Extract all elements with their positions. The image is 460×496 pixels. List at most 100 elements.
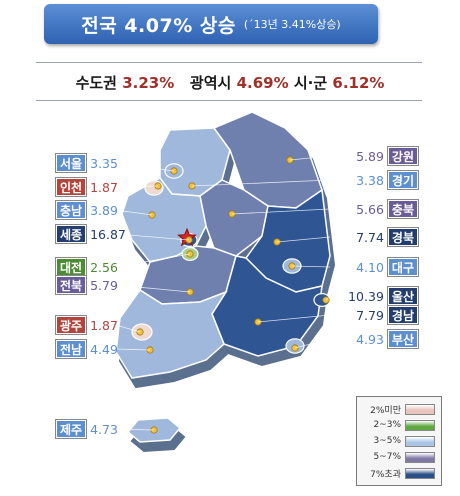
- metro-label: 수도권: [75, 74, 117, 92]
- region-name: 충북: [387, 200, 418, 218]
- legend-label: 5~7%: [373, 452, 401, 462]
- region-value: 4.49: [90, 341, 118, 357]
- legend-label: 2%미만: [370, 405, 401, 416]
- metro-value: 3.23%: [122, 74, 175, 92]
- region-label-서울: 서울 3.35: [56, 154, 122, 172]
- leader-line-강원: [289, 155, 331, 161]
- legend-swatch: [405, 451, 435, 463]
- region-value: 3.38: [356, 172, 384, 188]
- divider-bottom: [36, 100, 422, 101]
- region-value: 1.87: [90, 317, 118, 333]
- region-name: 대전: [56, 258, 87, 276]
- legend-item: 3~5%: [373, 434, 435, 448]
- region-label-경남: 7.79 경남: [352, 306, 418, 324]
- region-name: 전남: [56, 340, 87, 358]
- region-label-인천: 인천 1.87: [56, 178, 122, 196]
- legend-item: 2~3%: [373, 418, 435, 432]
- counties-value: 6.12%: [332, 74, 385, 92]
- leader-line-충북: [231, 208, 331, 215]
- region-label-전남: 전남 4.49: [56, 340, 122, 358]
- title-subtext: (´13년 3.41%상승): [243, 18, 341, 31]
- leader-line-세종: [115, 233, 190, 241]
- legend-item: 2%미만: [370, 402, 435, 416]
- region-label-강원: 5.89 강원: [352, 147, 418, 165]
- region-name: 제주: [56, 420, 87, 438]
- region-name: 경기: [387, 171, 418, 189]
- region-value: 5.89: [356, 148, 384, 164]
- region-name: 강원: [387, 147, 418, 165]
- leader-line-울산: [325, 295, 331, 301]
- legend-item: 5~7%: [373, 450, 435, 464]
- legend-label: 3~5%: [373, 436, 401, 446]
- region-value: 4.10: [356, 259, 384, 275]
- leader-line-전남: [115, 348, 151, 351]
- cities-label: 광역시: [189, 74, 232, 92]
- region-name: 경남: [387, 306, 418, 324]
- region-label-제주: 제주 4.73: [56, 420, 122, 438]
- leader-line-전북: [115, 284, 191, 293]
- region-name: 충남: [56, 201, 87, 219]
- leader-line-대구: [291, 265, 331, 268]
- region-name: 세종: [56, 225, 87, 243]
- legend: 2%미만 2~3% 3~5% 5~7% 7%초과: [356, 396, 442, 486]
- region-name: 서울: [56, 154, 87, 172]
- title-text: 전국 4.07% 상승: [81, 14, 236, 37]
- leader-line-제주: [115, 428, 155, 431]
- region-label-경북: 7.74 경북: [352, 228, 418, 246]
- leader-line-충남: [115, 209, 153, 216]
- region-name: 경북: [387, 228, 418, 246]
- region-value: 7.79: [356, 307, 384, 323]
- region-value: 4.73: [90, 421, 118, 437]
- region-label-전북: 전북 5.79: [56, 276, 122, 294]
- summary-line: 수도권 3.23% 광역시 4.69% 시·군 6.12%: [0, 72, 460, 93]
- region-label-경기: 3.38 경기: [352, 171, 418, 189]
- region-value: 2.56: [90, 259, 118, 275]
- region-value: 1.87: [90, 179, 118, 195]
- map-regions: [115, 111, 331, 443]
- region-value: 5.79: [90, 277, 118, 293]
- legend-swatch: [405, 403, 435, 415]
- region-value: 3.35: [90, 155, 118, 171]
- legend-swatch: [405, 435, 435, 447]
- region-value: 5.66: [356, 201, 384, 217]
- legend-label: 2~3%: [373, 420, 401, 430]
- region-label-세종: 세종 16.87: [56, 225, 130, 243]
- cities-value: 4.69%: [236, 74, 289, 92]
- leader-lines: [115, 155, 331, 431]
- leader-line-경남: [257, 314, 331, 323]
- region-value: 7.74: [356, 229, 384, 245]
- counties-label: 시·군: [293, 74, 328, 92]
- region-value: 4.93: [356, 331, 384, 347]
- region-label-부산: 4.93 부산: [352, 330, 418, 348]
- region-value: 10.39: [348, 288, 384, 304]
- divider-top: [36, 62, 422, 63]
- legend-label: 7%초과: [370, 469, 401, 480]
- leader-line-서울: [115, 162, 175, 172]
- title-banner: 전국 4.07% 상승 (´13년 3.41%상승): [44, 4, 378, 44]
- region-label-대구: 4.10 대구: [352, 258, 418, 276]
- region-name: 대구: [387, 258, 418, 276]
- region-label-광주: 광주 1.87: [56, 316, 122, 334]
- region-전남: [115, 288, 228, 379]
- leader-line-인천: [115, 185, 159, 188]
- leader-line-광주: [115, 324, 141, 333]
- region-name: 울산: [387, 287, 418, 305]
- legend-swatch: [405, 467, 435, 479]
- region-name: 광주: [56, 316, 87, 334]
- legend-swatch: [405, 419, 435, 431]
- leader-line-경북: [276, 236, 331, 243]
- region-value: 3.89: [90, 202, 118, 218]
- region-label-충북: 5.66 충북: [352, 200, 418, 218]
- region-name: 전북: [56, 276, 87, 294]
- leader-line-부산: [294, 338, 331, 349]
- region-value: 16.87: [90, 226, 126, 242]
- region-label-충남: 충남 3.89: [56, 201, 122, 219]
- region-label-울산: 10.39 울산: [344, 287, 418, 305]
- leader-line-경기: [191, 179, 331, 187]
- region-name: 인천: [56, 178, 87, 196]
- legend-item: 7%초과: [370, 466, 435, 480]
- leader-line-대전: [115, 253, 191, 268]
- region-label-대전: 대전 2.56: [56, 258, 122, 276]
- region-name: 부산: [387, 330, 418, 348]
